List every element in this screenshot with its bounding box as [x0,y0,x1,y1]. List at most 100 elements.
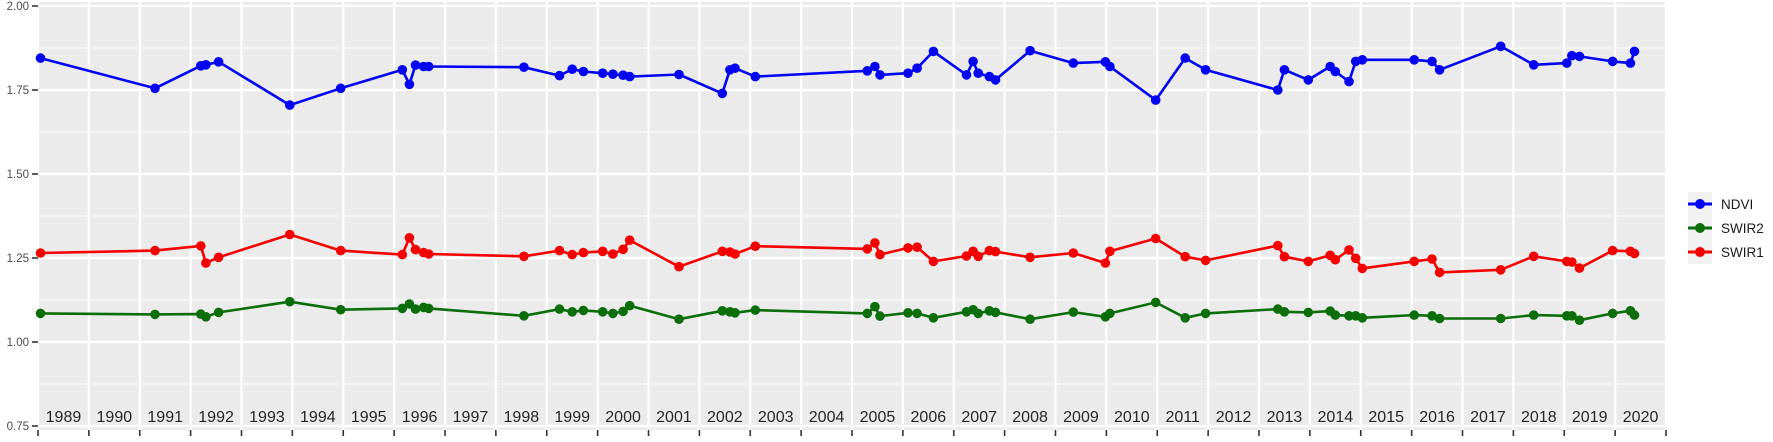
legend-item-swir1: SWIR1 [1688,240,1764,264]
data-point-swir1 [608,249,618,259]
data-point-ndvi [1528,60,1539,70]
data-point-swir1 [1567,257,1577,267]
x-tick-label: 2018 [1521,409,1557,426]
data-point-ndvi [1330,66,1341,77]
data-point-swir2 [1495,313,1506,324]
data-point-swir2 [903,308,913,318]
data-point-ndvi [578,66,589,77]
x-tick-label: 2003 [758,409,794,426]
data-point-ndvi [1574,51,1585,62]
gridlines [36,2,1668,430]
data-point-ndvi [870,61,880,72]
data-point-swir2 [1200,308,1211,319]
data-point-ndvi [1357,55,1368,65]
data-point-ndvi [1495,41,1506,52]
data-point-swir1 [519,251,529,262]
data-point-swir1 [1629,248,1640,259]
y-axis: 0.75 1.00 1.25 1.50 1.75 2.00 [7,1,38,433]
data-point-swir1 [213,252,224,263]
data-point-swir2 [912,308,922,319]
data-point-swir1 [1528,251,1539,262]
x-tick-label: 1993 [249,409,285,426]
series-swir1 [35,229,1640,278]
data-point-ndvi [1105,61,1115,72]
data-point-ndvi [567,64,577,74]
data-point-swir2 [674,314,684,325]
data-point-ndvi [1567,50,1577,61]
data-point-swir1 [674,261,684,272]
x-tick-label: 1989 [46,409,82,426]
x-tick-label: 2019 [1572,409,1608,426]
data-point-swir1 [423,249,434,259]
x-tick-label: 2005 [860,409,896,426]
legend: NDVI SWIR2 SWIR1 [1688,192,1764,264]
legend-item-swir2: SWIR2 [1688,216,1764,240]
data-point-ndvi [608,69,618,79]
data-point-swir1 [285,229,295,240]
data-point-ndvi [285,100,295,110]
data-point-swir2 [1409,310,1419,320]
data-point-swir1 [150,245,160,256]
data-point-swir2 [928,313,939,323]
data-point-ndvi [1344,76,1354,87]
data-point-ndvi [1068,58,1079,68]
data-point-ndvi [624,71,635,82]
data-point-swir2 [730,308,740,318]
data-point-swir2 [1607,308,1618,319]
data-point-swir1 [903,243,913,253]
data-point-swir2 [870,301,880,312]
x-tick-label: 2008 [1012,409,1048,426]
data-point-swir1 [990,246,1001,257]
x-tick-label: 1997 [453,409,489,426]
data-point-swir2 [1434,313,1445,324]
data-point-ndvi [750,71,761,82]
data-point-swir2 [1528,310,1539,320]
x-tick-label: 1992 [198,409,234,426]
legend-label-swir1: SWIR1 [1721,244,1764,260]
data-point-ndvi [554,70,565,81]
data-point-swir2 [608,308,618,319]
data-point-swir1 [1068,248,1079,258]
x-tick-label: 2013 [1267,409,1303,426]
legend-label-swir2: SWIR2 [1721,220,1764,236]
legend-key-swir1 [1688,240,1712,264]
data-point-ndvi [410,60,421,70]
data-point-ndvi [1427,56,1437,67]
data-point-swir1 [912,242,922,252]
legend-key-swir2 [1688,216,1712,240]
data-point-ndvi [961,70,972,80]
data-point-ndvi [674,69,684,80]
data-point-swir1 [1495,265,1506,275]
data-point-ndvi [1200,65,1211,75]
data-point-swir1 [624,235,635,245]
data-point-swir2 [624,300,635,311]
data-point-swir2 [875,311,885,321]
data-point-swir2 [1629,310,1640,320]
data-point-swir2 [213,307,224,318]
x-tick-label: 1994 [300,409,336,426]
data-point-swir1 [1607,245,1618,256]
data-point-swir1 [1279,251,1290,262]
x-tick-label: 2011 [1165,409,1200,426]
data-point-swir1 [862,244,873,254]
data-point-swir2 [285,296,295,307]
data-point-swir1 [1434,267,1445,278]
legend-key-ndvi [1688,192,1712,216]
data-point-swir2 [1180,313,1190,323]
data-point-swir2 [1279,307,1290,317]
data-point-swir2 [973,308,983,319]
x-tick-label: 2020 [1623,409,1659,426]
data-point-swir1 [1409,256,1419,267]
data-point-swir2 [597,307,608,317]
y-tick-label: 0.75 [7,421,29,433]
x-tick-label: 2006 [911,409,947,426]
data-point-ndvi [404,79,415,90]
data-point-ndvi [1434,65,1445,75]
data-point-swir2 [397,303,408,314]
data-point-swir1 [730,249,740,259]
data-point-ndvi [1025,45,1035,56]
data-point-ndvi [862,66,873,76]
data-point-ndvi [875,70,885,80]
